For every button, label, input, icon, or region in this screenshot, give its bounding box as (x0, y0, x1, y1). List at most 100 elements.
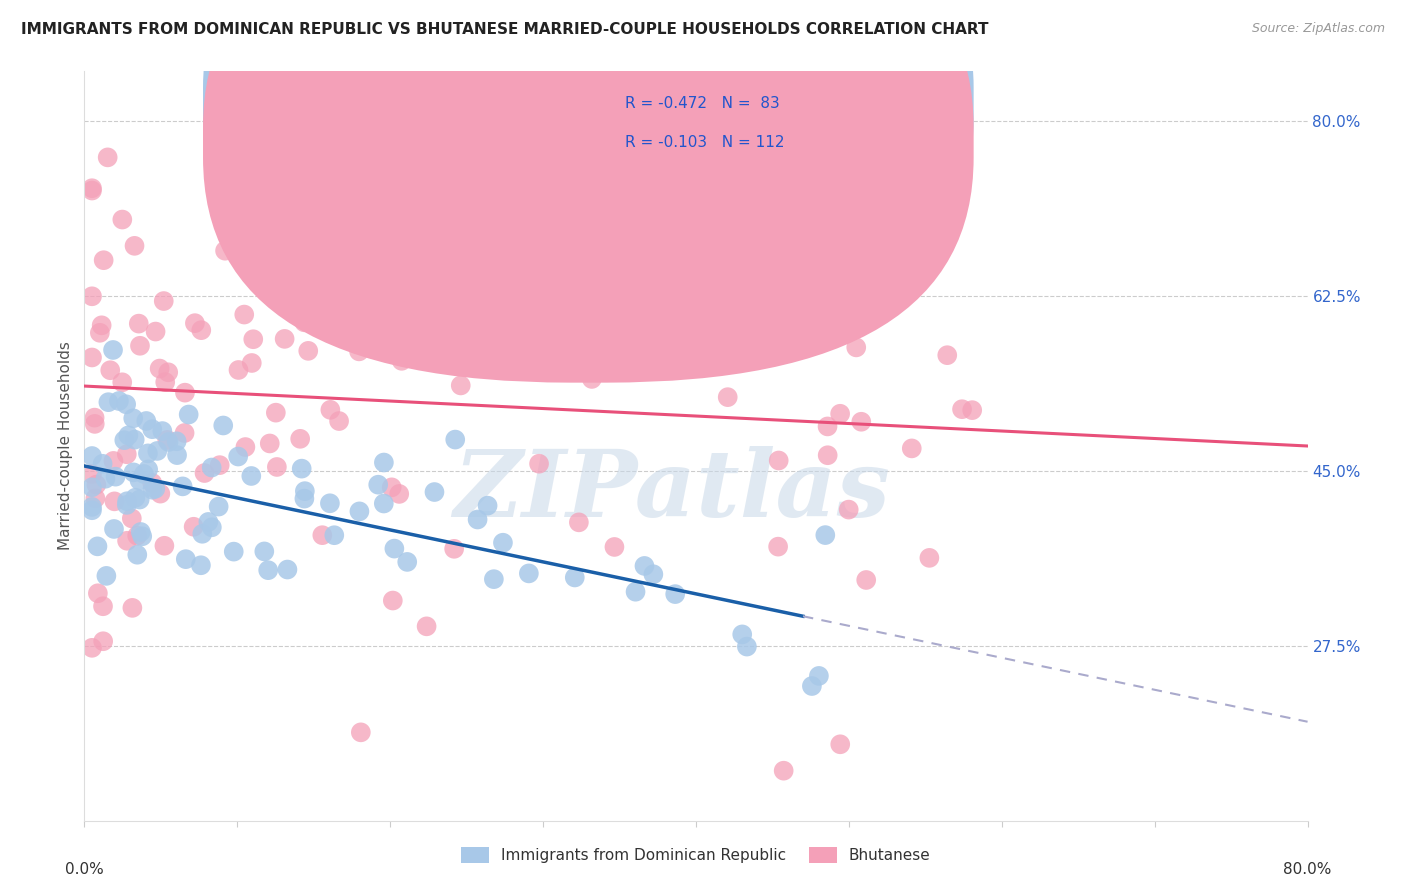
FancyBboxPatch shape (202, 0, 973, 383)
Point (97, 150, 120, 164)
Point (80, 449, 103, 463)
Point (80, 500, 103, 514)
Text: 80.0%: 80.0% (1284, 862, 1331, 877)
FancyBboxPatch shape (550, 83, 891, 177)
Point (568, 516, 591, 530)
Point (547, 285, 569, 300)
Point (174, 552, 197, 566)
Point (280, 244, 302, 258)
Point (190, 323, 212, 337)
Point (193, 466, 215, 480)
Point (564, 570, 586, 584)
Point (166, 448, 188, 462)
Point (391, 354, 413, 368)
Point (285, 243, 308, 257)
Point (851, 415, 873, 429)
Point (149, 486, 172, 500)
Point (103, 454, 125, 468)
Point (517, 566, 540, 581)
Point (208, 458, 231, 472)
Point (264, 406, 287, 420)
Point (80, 289, 103, 303)
Point (242, 332, 264, 346)
Point (112, 433, 135, 447)
Point (136, 462, 159, 476)
Point (121, 600, 143, 615)
Point (128, 492, 150, 507)
Point (527, 457, 550, 471)
Point (292, 491, 315, 506)
Point (86, 539, 108, 553)
Point (624, 584, 647, 599)
Text: 0.0%: 0.0% (65, 862, 104, 877)
Point (664, 587, 686, 601)
Point (371, 207, 394, 221)
Point (129, 339, 152, 353)
Point (212, 418, 235, 433)
Point (96, 569, 118, 583)
Point (731, 627, 754, 641)
Point (156, 433, 179, 447)
Text: Source: ZipAtlas.com: Source: ZipAtlas.com (1251, 22, 1385, 36)
Point (855, 573, 877, 587)
Point (127, 548, 149, 562)
Point (157, 434, 180, 449)
Point (381, 480, 404, 494)
Point (703, 359, 725, 373)
Point (807, 669, 830, 683)
Point (350, 725, 373, 739)
Point (373, 496, 395, 510)
Point (396, 555, 419, 569)
Point (276, 562, 298, 576)
Point (388, 487, 411, 501)
Point (84, 491, 107, 506)
Point (367, 477, 389, 491)
Point (115, 447, 138, 461)
Point (94, 472, 117, 486)
Point (735, 640, 758, 654)
Point (381, 593, 404, 607)
Point (768, 453, 790, 467)
Point (83, 410, 105, 425)
Point (437, 327, 460, 342)
Point (415, 619, 437, 633)
Point (80, 351, 103, 365)
Point (190, 558, 212, 573)
Point (90, 318, 112, 333)
Point (288, 432, 311, 446)
Point (292, 315, 315, 329)
Point (766, 540, 789, 554)
Point (83, 417, 105, 431)
Text: ZIPatlas: ZIPatlas (453, 446, 890, 536)
Point (143, 482, 166, 496)
Point (800, 679, 823, 693)
Point (643, 567, 665, 582)
Point (323, 528, 346, 542)
Point (152, 293, 174, 308)
Point (349, 504, 371, 518)
Point (89, 326, 111, 340)
Point (103, 494, 125, 508)
Point (297, 343, 319, 358)
Point (145, 325, 167, 339)
Point (817, 448, 839, 462)
Point (838, 502, 860, 516)
Point (146, 444, 169, 458)
Point (222, 544, 245, 558)
Point (150, 424, 173, 438)
Point (422, 312, 444, 326)
Point (950, 402, 973, 417)
Point (633, 558, 655, 573)
Point (291, 166, 314, 180)
Point (291, 461, 314, 475)
Text: R = -0.103   N = 112: R = -0.103 N = 112 (626, 135, 785, 150)
Point (444, 433, 467, 447)
Point (737, 257, 759, 271)
Point (87, 586, 110, 600)
Point (359, 212, 381, 227)
Point (609, 310, 631, 325)
Point (111, 212, 134, 227)
Point (80, 184, 103, 198)
Point (115, 498, 138, 512)
Point (308, 249, 330, 263)
